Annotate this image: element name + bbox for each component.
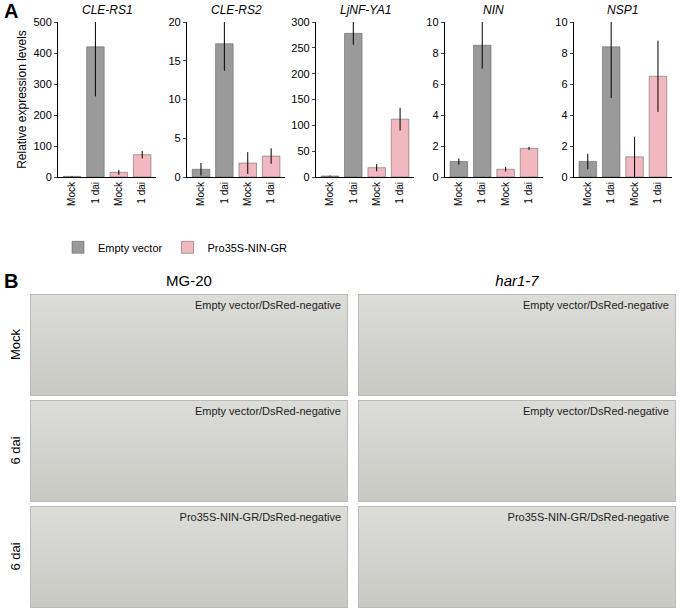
html-text:har1-7: har1-7 bbox=[495, 272, 539, 289]
svg-text:4: 4 bbox=[561, 109, 567, 121]
svg-text:Mock: Mock bbox=[66, 181, 77, 206]
svg-text:1 dai: 1 dai bbox=[652, 182, 663, 204]
html-text:Mock: Mock bbox=[7, 329, 23, 360]
svg-text:100: 100 bbox=[291, 119, 309, 131]
html-text:Empty vector/DsRed-negative: Empty vector/DsRed-negative bbox=[194, 405, 341, 417]
svg-text:CLE-RS2: CLE-RS2 bbox=[211, 3, 262, 17]
html-text:Empty vector/DsRed-negative: Empty vector/DsRed-negative bbox=[522, 299, 669, 311]
svg-text:Mock: Mock bbox=[371, 181, 382, 206]
svg-text:10: 10 bbox=[168, 93, 180, 105]
html-text:6 dai: 6 dai bbox=[7, 436, 23, 465]
svg-text:0: 0 bbox=[46, 171, 52, 183]
svg-text:400: 400 bbox=[33, 47, 51, 59]
svg-text:Mock: Mock bbox=[629, 181, 640, 206]
svg-text:5: 5 bbox=[175, 132, 181, 144]
svg-text:200: 200 bbox=[291, 68, 309, 80]
svg-text:500: 500 bbox=[33, 16, 51, 28]
svg-text:Mock: Mock bbox=[324, 181, 335, 206]
svg-text:0: 0 bbox=[432, 171, 438, 183]
svg-text:1 dai: 1 dai bbox=[348, 182, 359, 204]
svg-text:Empty vector: Empty vector bbox=[98, 242, 163, 254]
svg-text:Pro35S-NIN-GR: Pro35S-NIN-GR bbox=[208, 242, 288, 254]
svg-text:300: 300 bbox=[33, 78, 51, 90]
svg-text:Mock: Mock bbox=[242, 181, 253, 206]
svg-text:6: 6 bbox=[561, 78, 567, 90]
svg-text:Mock: Mock bbox=[195, 181, 206, 206]
html-text:Empty vector/DsRed-negative: Empty vector/DsRed-negative bbox=[194, 299, 341, 311]
html-text:MG-20: MG-20 bbox=[166, 272, 212, 289]
svg-text:1 dai: 1 dai bbox=[605, 182, 616, 204]
svg-text:4: 4 bbox=[432, 109, 438, 121]
svg-text:1 dai: 1 dai bbox=[523, 182, 534, 204]
html-text:A: A bbox=[4, 0, 19, 22]
svg-text:1 dai: 1 dai bbox=[219, 182, 230, 204]
svg-text:LjNF-YA1: LjNF-YA1 bbox=[340, 3, 391, 17]
svg-text:0: 0 bbox=[561, 171, 567, 183]
html-text:Pro35S-NIN-GR/DsRed-negative: Pro35S-NIN-GR/DsRed-negative bbox=[507, 511, 669, 523]
svg-text:Mock: Mock bbox=[453, 181, 464, 206]
svg-text:15: 15 bbox=[168, 55, 180, 67]
html-text:B: B bbox=[4, 270, 19, 292]
svg-text:1 dai: 1 dai bbox=[136, 182, 147, 204]
svg-text:0: 0 bbox=[175, 171, 181, 183]
svg-text:10: 10 bbox=[426, 16, 438, 28]
svg-text:Mock: Mock bbox=[113, 181, 124, 206]
svg-text:6: 6 bbox=[432, 78, 438, 90]
svg-text:50: 50 bbox=[297, 145, 309, 157]
html-text:Empty vector/DsRed-negative: Empty vector/DsRed-negative bbox=[522, 405, 669, 417]
svg-text:Mock: Mock bbox=[500, 181, 511, 206]
svg-text:150: 150 bbox=[291, 93, 309, 105]
svg-text:10: 10 bbox=[555, 16, 567, 28]
svg-text:200: 200 bbox=[33, 109, 51, 121]
svg-text:NIN: NIN bbox=[483, 3, 504, 17]
svg-text:Relative expression levels: Relative expression levels bbox=[15, 30, 29, 169]
svg-text:Mock: Mock bbox=[582, 181, 593, 206]
svg-text:250: 250 bbox=[291, 42, 309, 54]
svg-text:1 dai: 1 dai bbox=[90, 182, 101, 204]
html-text:6 dai: 6 dai bbox=[7, 542, 23, 571]
svg-text:2: 2 bbox=[432, 140, 438, 152]
svg-text:300: 300 bbox=[291, 16, 309, 28]
svg-text:8: 8 bbox=[561, 47, 567, 59]
svg-text:100: 100 bbox=[33, 140, 51, 152]
svg-text:CLE-RS1: CLE-RS1 bbox=[82, 3, 133, 17]
svg-text:1 dai: 1 dai bbox=[265, 182, 276, 204]
svg-text:20: 20 bbox=[168, 16, 180, 28]
svg-text:1 dai: 1 dai bbox=[476, 182, 487, 204]
html-text:Pro35S-NIN-GR/DsRed-negative: Pro35S-NIN-GR/DsRed-negative bbox=[179, 511, 341, 523]
svg-text:8: 8 bbox=[432, 47, 438, 59]
svg-text:NSP1: NSP1 bbox=[607, 3, 638, 17]
svg-text:1 dai: 1 dai bbox=[394, 182, 405, 204]
svg-text:2: 2 bbox=[561, 140, 567, 152]
svg-text:0: 0 bbox=[304, 171, 310, 183]
